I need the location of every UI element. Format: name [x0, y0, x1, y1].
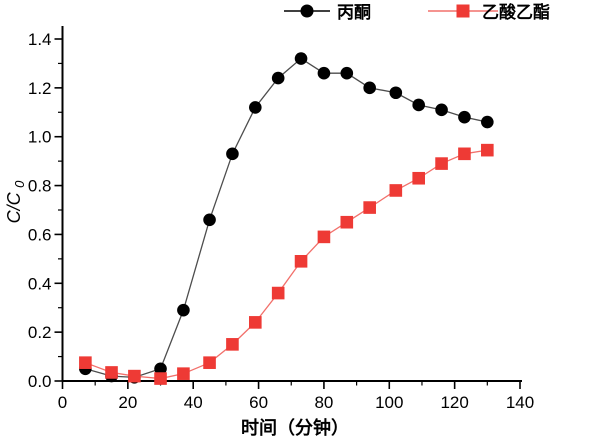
x-tick-label: 0 — [58, 393, 67, 412]
legend-label-series1: 丙酮 — [337, 3, 371, 22]
legend-label-series2: 乙酸乙酯 — [482, 2, 550, 22]
y-tick-label: 0.8 — [28, 177, 52, 196]
x-tick-label: 60 — [249, 393, 268, 412]
data-point-square — [203, 356, 216, 369]
series-line-1 — [85, 57, 488, 378]
x-tick-label: 120 — [440, 393, 468, 412]
legend-marker-circle-icon — [300, 4, 314, 18]
data-point-square — [128, 369, 141, 383]
y-tick-label: 0.6 — [28, 225, 52, 244]
data-point-square — [435, 157, 448, 170]
data-point-square — [412, 171, 425, 185]
y-tick-label: 1.0 — [28, 128, 52, 147]
y-tick-label: 0.0 — [28, 372, 52, 391]
data-point-circle — [412, 98, 425, 112]
y-axis-title-subscript: 0 — [12, 180, 27, 188]
data-point-square — [271, 286, 285, 300]
data-point-square — [79, 356, 92, 369]
data-point-square — [294, 255, 308, 268]
data-point-circle — [363, 81, 376, 95]
data-point-square — [105, 366, 118, 379]
legend-marker-square-icon — [456, 4, 470, 18]
axes: 0 20 40 60 80 100 120 140 0.0 0.2 0.4 0.6 0.8 1.0 1.2 1… — [28, 26, 534, 412]
data-point-circle — [340, 66, 354, 80]
y-axis-title-main: C/C — [4, 191, 24, 223]
x-axis-title: 时间（分钟） — [241, 417, 349, 438]
data-point-circle — [294, 52, 308, 65]
data-point-square — [389, 184, 403, 197]
data-point-square — [226, 338, 239, 351]
x-tick-label: 80 — [314, 393, 333, 412]
x-tick-label: 20 — [118, 393, 137, 412]
data-point-square — [481, 143, 494, 157]
y-tick-label: 0.2 — [28, 323, 52, 342]
data-point-circle — [249, 101, 262, 114]
data-point-circle — [271, 71, 285, 85]
data-point-circle — [458, 110, 471, 124]
data-series — [79, 52, 494, 385]
data-point-square — [177, 367, 190, 380]
data-point-square — [363, 201, 376, 214]
x-tick-label: 40 — [184, 393, 203, 412]
data-point-circle — [154, 362, 167, 376]
y-tick-label: 1.2 — [28, 79, 52, 98]
data-point-circle — [389, 86, 403, 100]
data-point-circle — [226, 147, 239, 161]
x-tick-label: 100 — [375, 393, 403, 412]
x-tick-label: 140 — [506, 393, 534, 412]
data-point-circle — [203, 213, 216, 227]
data-point-square — [458, 147, 471, 161]
legend: 丙酮 乙酸乙酯 — [284, 2, 550, 22]
data-point-square — [154, 372, 167, 385]
data-point-circle — [177, 303, 190, 317]
data-point-circle — [435, 103, 448, 117]
data-point-square — [249, 316, 262, 329]
y-tick-label: 0.4 — [28, 274, 52, 293]
y-tick-label: 1.4 — [28, 30, 52, 49]
data-point-square — [340, 215, 354, 229]
data-point-circle — [317, 66, 331, 80]
data-point-circle — [481, 115, 494, 129]
y-axis-title: C/C 0 — [4, 180, 27, 223]
data-point-square — [317, 230, 331, 244]
series-line-2 — [85, 149, 488, 380]
